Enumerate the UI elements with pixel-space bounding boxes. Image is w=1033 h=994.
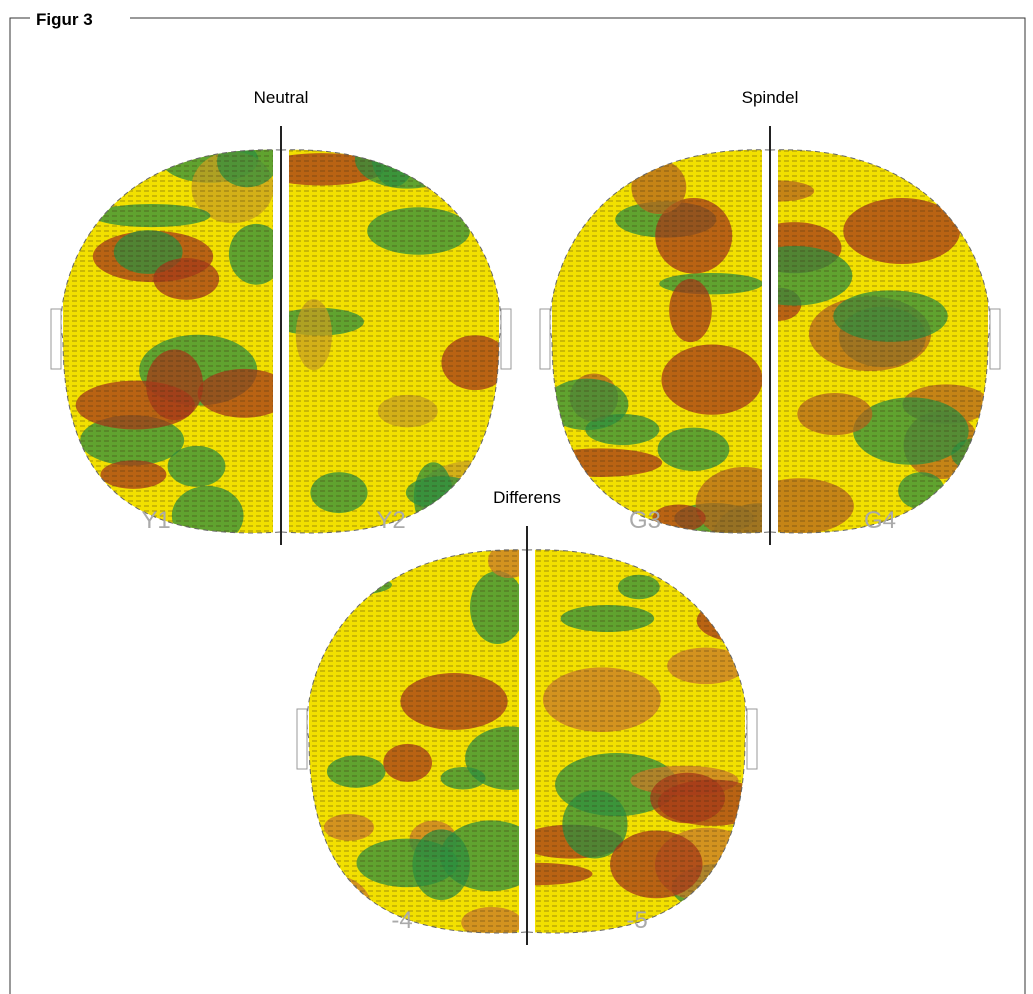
blob xyxy=(337,547,377,572)
hemisphere-area xyxy=(737,138,1023,540)
blob xyxy=(318,130,376,154)
figure-label: Figur 3 xyxy=(36,10,93,29)
hemisphere-area xyxy=(538,138,805,572)
corner-label: Y2 xyxy=(376,507,405,534)
ear xyxy=(51,309,61,369)
hemisphere-area xyxy=(258,115,549,543)
texture xyxy=(63,138,273,540)
hemisphere-area xyxy=(63,136,291,546)
hemisphere xyxy=(290,538,554,941)
panel-title: Differens xyxy=(493,488,561,507)
panel-title: Neutral xyxy=(254,88,309,107)
head-map xyxy=(538,126,1023,572)
ear xyxy=(990,309,1000,369)
hemisphere xyxy=(258,115,549,543)
hemisphere xyxy=(538,138,805,572)
corner-label: -4 xyxy=(391,907,412,934)
blob xyxy=(424,131,541,162)
hemisphere-area xyxy=(290,538,554,941)
hemisphere-area xyxy=(478,538,790,940)
texture xyxy=(309,538,519,940)
figure: Figur 3 Neutral Y1 Y2 Spindel G3 G4 Differens -… xyxy=(0,0,1033,994)
hemisphere xyxy=(478,538,790,940)
head-map xyxy=(51,115,550,545)
corner-label: G4 xyxy=(864,507,896,534)
ear xyxy=(297,709,307,769)
corner-label: Y1 xyxy=(141,507,170,534)
ear xyxy=(747,709,757,769)
texture xyxy=(535,538,745,940)
texture xyxy=(778,138,988,540)
blob xyxy=(681,540,738,571)
corner-label: G3 xyxy=(629,507,661,534)
hemisphere xyxy=(737,138,1023,540)
ear xyxy=(501,309,511,369)
hemisphere xyxy=(63,136,291,546)
texture xyxy=(552,138,762,540)
texture xyxy=(289,138,499,540)
blob xyxy=(950,149,1023,187)
panel-title: Spindel xyxy=(742,88,799,107)
blob xyxy=(418,170,528,194)
ear xyxy=(540,309,550,369)
head-map xyxy=(290,526,790,945)
blob xyxy=(558,158,604,183)
corner-label: -5 xyxy=(626,907,647,934)
